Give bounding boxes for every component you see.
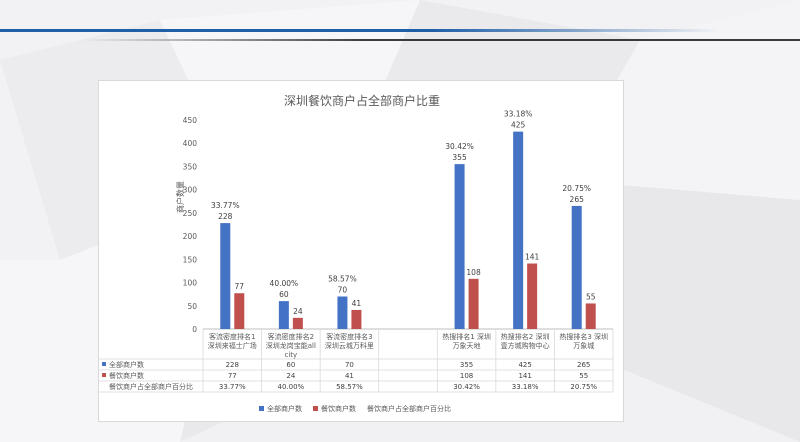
table-cell: 40.00% xyxy=(278,383,305,391)
table-cell: 77 xyxy=(228,372,237,380)
bar-value-label: 24 xyxy=(293,307,303,316)
category-label: 深圳龙岗宝能all xyxy=(266,341,316,350)
percent-label: 33.77% xyxy=(211,201,240,210)
y-tick-label: 200 xyxy=(183,232,198,241)
percent-label: 20.75% xyxy=(562,184,591,193)
table-cell: 30.42% xyxy=(453,383,480,391)
bar-value-label: 265 xyxy=(570,195,585,204)
bar-dining xyxy=(351,309,362,329)
category-label: 深圳来福士广场 xyxy=(208,341,257,350)
legend-label: 餐饮商户占全部商户百分比 xyxy=(367,404,451,413)
table-row-header: 全部商户数 xyxy=(109,360,144,369)
legend-key xyxy=(313,406,318,411)
category-label: city xyxy=(285,351,298,359)
axes: 0 50 100 150 200 250 300 350 400 450 客流密度排名1深圳来福士广… xyxy=(183,116,613,359)
table-cell: 425 xyxy=(518,361,531,369)
y-tick-label: 350 xyxy=(183,162,198,171)
category-label: 热搜排名1 深圳 xyxy=(442,332,491,341)
category-label: 热搜排名2 深圳 xyxy=(501,332,550,341)
table-legend-key xyxy=(102,362,106,366)
table-cell: 55 xyxy=(579,372,588,380)
y-tick-label: 450 xyxy=(183,116,198,125)
bar-dining xyxy=(234,293,245,329)
table-row-header: 餐饮商户占全部商户百分比 xyxy=(109,382,193,391)
y-tick-label: 300 xyxy=(183,186,198,195)
y-tick-label: 400 xyxy=(183,139,198,148)
table-cell: 20.75% xyxy=(570,383,597,391)
table-cell: 33.77% xyxy=(219,383,246,391)
bar-value-label: 41 xyxy=(352,299,362,308)
percent-label: 33.18% xyxy=(504,110,533,119)
category-label: 壹方城购物中心 xyxy=(501,341,550,350)
table-cell: 24 xyxy=(286,372,295,380)
table-cell: 108 xyxy=(460,372,473,380)
top-accent-line xyxy=(0,29,720,32)
bar-total xyxy=(454,164,465,329)
table-cell: 41 xyxy=(345,372,354,380)
chart-panel: 深圳餐饮商户占全部商户比重 商户数量 0 50 100 150 200 250 300 350… xyxy=(98,80,624,422)
bar-value-label: 425 xyxy=(511,121,526,130)
bar-value-label: 141 xyxy=(525,253,540,262)
bar-dining xyxy=(585,303,596,329)
chart-title: 深圳餐饮商户占全部商户比重 xyxy=(284,93,440,108)
y-tick-label: 50 xyxy=(187,302,197,311)
legend-label: 全部商户数 xyxy=(267,404,302,413)
y-tick-label: 250 xyxy=(183,209,198,218)
table-legend-key xyxy=(102,373,106,377)
y-tick-label: 0 xyxy=(192,325,197,334)
category-label: 客流密度排名2 xyxy=(268,332,314,341)
y-tick-label: 100 xyxy=(183,279,198,288)
legend-label: 餐饮商户数 xyxy=(321,404,356,413)
bar-value-label: 355 xyxy=(452,153,467,162)
category-label: 热搜排名3 深圳 xyxy=(559,332,608,341)
bar-dining xyxy=(292,317,303,329)
category-label: 万象城 xyxy=(573,341,594,350)
data-table: 全部商户数 228 60 70 355 425 265 餐饮商户数 77 24 41 108 141 55… xyxy=(99,329,614,393)
table-cell: 141 xyxy=(518,372,531,380)
table-cell: 60 xyxy=(286,361,295,369)
category-label: 客流密度排名1 xyxy=(209,332,255,341)
bars xyxy=(220,131,596,329)
bar-total xyxy=(278,301,289,329)
bar-total xyxy=(513,131,524,329)
percent-label: 40.00% xyxy=(270,279,299,288)
table-cell: 58.57% xyxy=(336,383,363,391)
y-tick-label: 150 xyxy=(183,255,198,264)
table-cell: 33.18% xyxy=(512,383,539,391)
data-labels: 228 77 33.77% 60 24 40.00% 70 41 58.57% 355 108 30.… xyxy=(211,110,596,316)
table-cell: 355 xyxy=(460,361,473,369)
bar-value-label: 60 xyxy=(279,290,289,299)
top-dark-line xyxy=(80,39,800,41)
legend: 全部商户数 餐饮商户数 餐饮商户占全部商户百分比 xyxy=(259,404,451,413)
bar-dining xyxy=(527,263,538,329)
bar-value-label: 55 xyxy=(586,292,596,301)
y-axis-label: 商户数量 xyxy=(175,181,185,213)
bar-value-label: 77 xyxy=(235,282,245,291)
chart: 深圳餐饮商户占全部商户比重 商户数量 0 50 100 150 200 250 300 350… xyxy=(99,93,614,413)
bar-total xyxy=(220,223,231,329)
bar-total xyxy=(337,296,348,329)
bar-dining xyxy=(468,278,479,329)
bar-value-label: 70 xyxy=(338,285,348,294)
table-row-header: 餐饮商户数 xyxy=(109,371,144,380)
category-label: 深圳云城万科里 xyxy=(325,341,374,350)
table-cell: 70 xyxy=(345,361,354,369)
percent-label: 30.42% xyxy=(445,142,474,151)
table-cell: 228 xyxy=(226,361,239,369)
legend-key xyxy=(259,406,264,411)
bar-value-label: 228 xyxy=(218,212,233,221)
table-cell: 265 xyxy=(577,361,590,369)
category-label: 客流密度排名3 xyxy=(326,332,372,341)
bar-value-label: 108 xyxy=(466,268,481,277)
category-label: 万象天地 xyxy=(453,341,481,350)
bar-total xyxy=(571,205,582,329)
percent-label: 58.57% xyxy=(328,274,357,283)
